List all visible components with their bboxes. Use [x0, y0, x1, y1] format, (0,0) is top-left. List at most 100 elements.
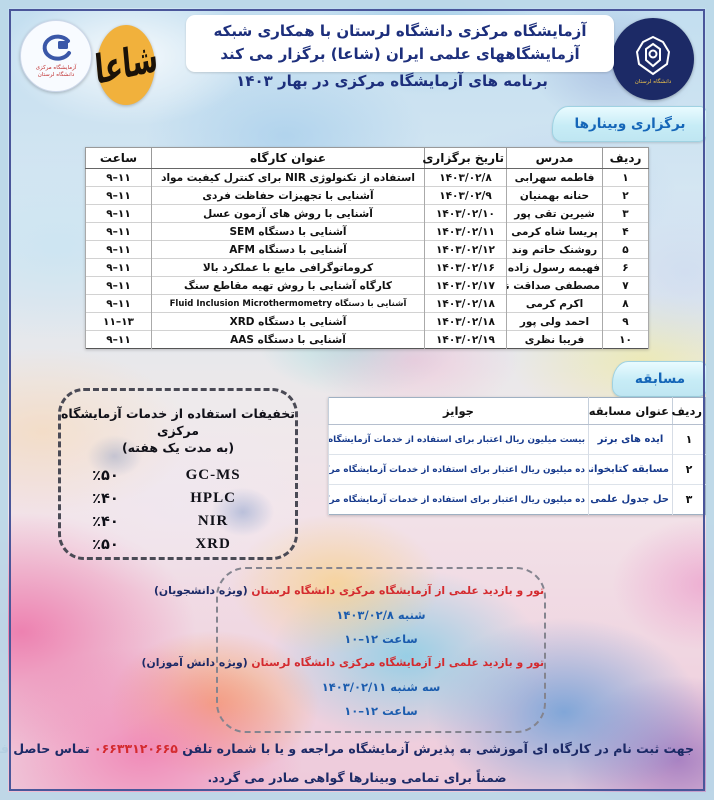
- cell-time: ۹–۱۱: [85, 168, 152, 187]
- poster-title-box: آزمایشگاه مرکزی دانشگاه لرستان با همکاری…: [186, 15, 614, 72]
- cell-row: ۱: [602, 168, 649, 187]
- title-line2: آزمایشگاههای علمی ایران (شاعا) برگزار می…: [220, 45, 580, 63]
- university-emblem-icon: [635, 35, 671, 75]
- webinars-table: ردیف مدرس تاریخ برگزاری عنوان کارگاه ساع…: [85, 147, 649, 349]
- discounts-title-line2: (به مدت یک هفته): [121, 440, 235, 455]
- table-row: ۳ شیرین تقی پور ۱۴۰۳/۰۲/۱۰ آشنایی با روش ها…: [85, 204, 649, 223]
- cell-row: ۱: [672, 424, 706, 455]
- footer-line1-post: تماس حاصل فرمایید.: [0, 741, 90, 756]
- cell-time: ۹–۱۱: [85, 186, 152, 205]
- cell-date: ۱۴۰۳/۰۲/۱۲: [424, 240, 507, 259]
- lab-swirl-icon: [42, 34, 71, 61]
- cell-instructor: حنانه بهمنیان: [506, 186, 603, 205]
- lorestan-university-logo: دانشگاه لرستان: [612, 18, 694, 100]
- table-row: ۱ فاطمه سهرابی ۱۴۰۳/۰۲/۸ استفاده از تکنولوژ…: [85, 168, 649, 187]
- list-item: ٪۵۰ XRD: [61, 533, 295, 556]
- cell-date: ۱۴۰۳/۰۲/۹: [424, 186, 507, 205]
- cell-date: ۱۴۰۳/۰۲/۱۸: [424, 294, 507, 313]
- cell-instructor: شیرین تقی پور: [506, 204, 603, 223]
- table-row: ۵ روشنک حاتم وند ۱۴۰۳/۰۲/۱۲ آشنایی با دستگا…: [85, 240, 649, 259]
- col-time: ساعت: [85, 147, 152, 169]
- prize-text: ده میلیون ریال اعتبار برای استفاده از خد…: [328, 464, 586, 475]
- shaa-calligraphy-icon: شاعا: [92, 35, 160, 95]
- table-row: ۲ مسابقه کتابخوانی ده میلیون ریال اعتبار…: [328, 454, 706, 485]
- tour-day: سه شنبه: [386, 680, 441, 694]
- footer-note: جهت ثبت نام در کارگاه ای آموزشی به پذیرش…: [0, 734, 694, 792]
- cell-title: کارگاه آشنایی با روش تهیه مقاطع سنگ: [151, 276, 425, 295]
- contest-table: ردیف عنوان مسابقه جوایز ۱ ایده های برتر …: [328, 397, 706, 515]
- discount-value: ٪۴۰: [92, 513, 119, 530]
- col-contest-title: عنوان مسابقه: [588, 397, 673, 425]
- cell-row: ۹: [602, 312, 649, 331]
- cell-row: ۲: [602, 186, 649, 205]
- discounts-title-line1: تخفیفات استفاده از خدمات آزمایشگاه مرکزی: [61, 406, 295, 438]
- cell-date: ۱۴۰۳/۰۲/۱۶: [424, 258, 507, 277]
- cell-row: ۳: [602, 204, 649, 223]
- cell-prize: ده میلیون ریال اعتبار برای استفاده از خد…: [328, 454, 589, 485]
- cell-contest-title: ایده های برتر: [588, 424, 673, 455]
- discount-instrument: HPLC: [190, 490, 236, 506]
- cell-title: آشنایی با تجهیزات حفاظت فردی: [151, 186, 425, 205]
- cell-row: ۸: [602, 294, 649, 313]
- cell-prize: ده میلیون ریال اعتبار برای استفاده از خد…: [328, 484, 589, 515]
- list-item: ٪۵۰ GC-MS: [61, 464, 295, 487]
- prize-text: بیست میلیون ریال اعتبار برای استفاده از …: [328, 434, 586, 445]
- contest-header-row: ردیف عنوان مسابقه جوایز: [328, 397, 706, 425]
- discount-value: ٪۵۰: [92, 536, 119, 553]
- discounts-box: تخفیفات استفاده از خدمات آزمایشگاه مرکزی…: [58, 388, 298, 560]
- cell-time: ۱۱–۱۳: [85, 312, 152, 331]
- tour-title: تور و بازدید علمی از آزمایشگاه مرکزی دان…: [251, 584, 544, 597]
- list-item: ٪۴۰ NIR: [61, 510, 295, 533]
- table-row: ۹ احمد ولی پور ۱۴۰۳/۰۲/۱۸ آشنایی با دستگاه …: [85, 312, 649, 331]
- footer-line1: جهت ثبت نام در کارگاه ای آموزشی به پذیرش…: [0, 734, 694, 763]
- university-logo-caption: دانشگاه لرستان: [634, 78, 672, 85]
- cell-row: ۵: [602, 240, 649, 259]
- tour-time-label: ساعت: [378, 632, 418, 646]
- col-title: عنوان کارگاه: [151, 147, 425, 169]
- list-item: ٪۴۰ HPLC: [61, 487, 295, 510]
- tour-audience: (ویژه دانش آموزان): [141, 656, 248, 669]
- phone-number: ۰۶۶۳۳۱۲۰۶۶۵: [93, 741, 178, 756]
- tour-title: تور و بازدید علمی از آزمایشگاه مرکزی دان…: [251, 656, 544, 669]
- tours-box: تور و بازدید علمی از آزمایشگاه مرکزی دان…: [142, 567, 546, 733]
- title-line1: آزمایشگاه مرکزی دانشگاه لرستان با همکاری…: [213, 22, 587, 40]
- cell-prize: بیست میلیون ریال اعتبار برای استفاده از …: [328, 424, 589, 455]
- tour-day: شنبه: [393, 608, 426, 622]
- table-row: ۱۰ فریبا نظری ۱۴۰۳/۰۲/۱۹ آشنایی با دستگاه A…: [85, 330, 649, 349]
- cell-date: ۱۴۰۳/۰۲/۱۱: [424, 222, 507, 241]
- poster-subtitle: برنامه های آزمایشگاه مرکزی در بهار ۱۴۰۳: [236, 72, 548, 90]
- cell-contest-title: مسابقه کتابخوانی: [588, 454, 673, 485]
- tour-time-line: ساعت ۱۰–۱۲: [218, 627, 544, 651]
- col-instructor: مدرس: [506, 147, 603, 169]
- central-lab-logo: آزمایشگاه مرکزی دانشگاه لرستان: [20, 20, 92, 92]
- table-row: ۴ پریسا شاه کرمی ۱۴۰۳/۰۲/۱۱ آشنایی با دستگا…: [85, 222, 649, 241]
- tour-title-line: تور و بازدید علمی از آزمایشگاه مرکزی دان…: [154, 579, 544, 603]
- tour-time-line: ساعت ۱۰–۱۲: [218, 699, 544, 723]
- cell-title: آشنایی با روش های آزمون عسل: [151, 204, 425, 223]
- cell-title: آشنایی با دستگاه AFM: [151, 240, 425, 259]
- cell-date: ۱۴۰۳/۰۲/۱۰: [424, 204, 507, 223]
- cell-title: آشنایی با دستگاه AAS: [151, 330, 425, 349]
- cell-row: ۱۰: [602, 330, 649, 349]
- cell-row: ۲: [672, 454, 706, 485]
- cell-instructor: مصطفی صداقت نیا: [506, 276, 603, 295]
- cell-instructor: احمد ولی پور: [506, 312, 603, 331]
- cell-row: ۴: [602, 222, 649, 241]
- cell-time: ۹–۱۱: [85, 222, 152, 241]
- table-row: ۱ ایده های برتر بیست میلیون ریال اعتبار …: [328, 424, 706, 455]
- webinars-section-banner: برگزاری وبینارها: [552, 106, 708, 142]
- col-row: ردیف: [602, 147, 649, 169]
- discount-instrument: NIR: [197, 513, 229, 529]
- webinars-header-row: ردیف مدرس تاریخ برگزاری عنوان کارگاه ساع…: [85, 147, 649, 169]
- tour-time: ۱۰–۱۲: [344, 632, 379, 646]
- discount-value: ٪۵۰: [92, 467, 119, 484]
- cell-time: ۹–۱۱: [85, 330, 152, 349]
- tour-title-line: تور و بازدید علمی از آزمایشگاه مرکزی دان…: [142, 651, 544, 675]
- tour-date-line: سه شنبه ۱۴۰۳/۰۲/۱۱: [218, 675, 544, 699]
- discount-value: ٪۴۰: [92, 490, 119, 507]
- discount-instrument: GC-MS: [185, 467, 241, 483]
- footer-line2: ضمناً برای تمامی وبینارها گواهی صادر می …: [207, 770, 507, 785]
- lab-logo-caption-line1: آزمایشگاه مرکزی: [35, 65, 77, 71]
- cell-instructor: پریسا شاه کرمی: [506, 222, 603, 241]
